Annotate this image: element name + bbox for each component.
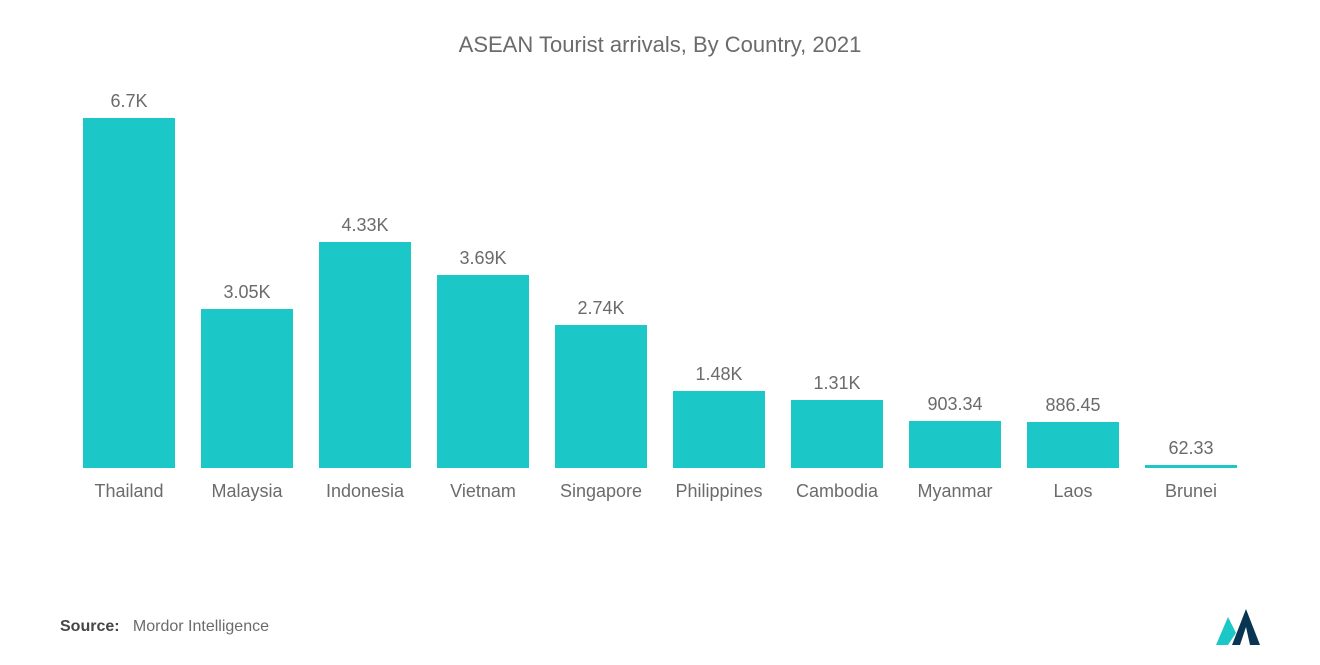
x-axis-label: Indonesia xyxy=(306,480,424,503)
bar-col: 886.45 xyxy=(1014,88,1132,468)
bar-col: 3.69K xyxy=(424,88,542,468)
source-line: Source: Mordor Intelligence xyxy=(60,618,269,636)
bar-value-label: 3.05K xyxy=(223,282,270,303)
bar-col: 6.7K xyxy=(70,88,188,468)
logo-path-2 xyxy=(1232,609,1260,645)
bar-value-label: 4.33K xyxy=(341,215,388,236)
bars-row: 6.7K 3.05K 4.33K 3.69K 2.74K 1.48K xyxy=(60,88,1260,468)
bar-value-label: 6.7K xyxy=(110,91,147,112)
bar xyxy=(437,275,529,468)
baseline xyxy=(70,467,1250,468)
bar-col: 903.34 xyxy=(896,88,1014,468)
source-label: Source: xyxy=(60,618,120,635)
bar-value-label: 1.48K xyxy=(695,364,742,385)
x-axis-label: Laos xyxy=(1014,480,1132,503)
bar xyxy=(201,309,293,468)
x-axis-label: Brunei xyxy=(1132,480,1250,503)
chart-container: ASEAN Tourist arrivals, By Country, 2021… xyxy=(0,0,1320,665)
bar xyxy=(791,400,883,468)
bar-col: 1.31K xyxy=(778,88,896,468)
logo-path-1 xyxy=(1216,617,1236,645)
bar-col: 4.33K xyxy=(306,88,424,468)
bar xyxy=(1027,422,1119,468)
bar-value-label: 3.69K xyxy=(459,248,506,269)
bar-col: 1.48K xyxy=(660,88,778,468)
bar-value-label: 1.31K xyxy=(813,373,860,394)
bar xyxy=(673,391,765,468)
bar-col: 3.05K xyxy=(188,88,306,468)
bar-value-label: 903.34 xyxy=(927,394,982,415)
x-axis-label: Singapore xyxy=(542,480,660,503)
bar-col: 2.74K xyxy=(542,88,660,468)
x-axis-label: Malaysia xyxy=(188,480,306,503)
bar xyxy=(319,242,411,468)
bar xyxy=(83,118,175,468)
x-axis-labels: Thailand Malaysia Indonesia Vietnam Sing… xyxy=(60,480,1260,503)
x-axis-label: Thailand xyxy=(70,480,188,503)
mordor-logo-icon xyxy=(1216,609,1260,645)
bar-value-label: 886.45 xyxy=(1045,395,1100,416)
bar-value-label: 2.74K xyxy=(577,298,624,319)
x-axis-label: Cambodia xyxy=(778,480,896,503)
bar xyxy=(555,325,647,468)
x-axis-label: Philippines xyxy=(660,480,778,503)
chart-title: ASEAN Tourist arrivals, By Country, 2021 xyxy=(60,32,1260,58)
chart-footer: Source: Mordor Intelligence xyxy=(60,609,1260,645)
bar-col: 62.33 xyxy=(1132,88,1250,468)
x-axis-label: Vietnam xyxy=(424,480,542,503)
bar-value-label: 62.33 xyxy=(1168,438,1213,459)
chart-plot: 6.7K 3.05K 4.33K 3.69K 2.74K 1.48K xyxy=(60,88,1260,468)
bar xyxy=(909,421,1001,468)
x-axis-label: Myanmar xyxy=(896,480,1014,503)
source-name: Mordor Intelligence xyxy=(133,618,269,635)
